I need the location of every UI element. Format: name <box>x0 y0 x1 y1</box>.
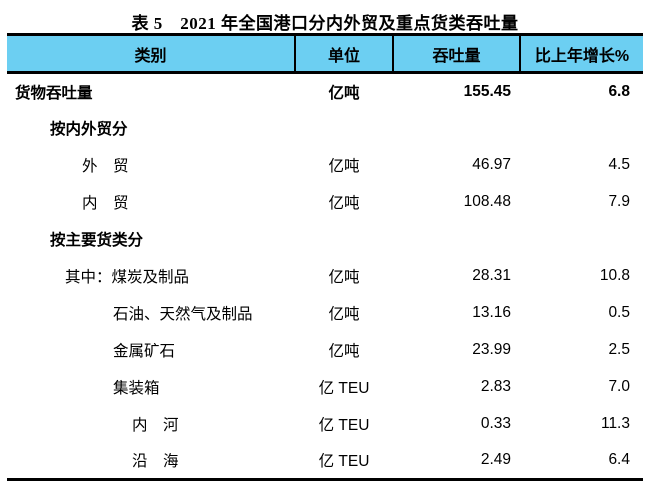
table-row: 沿 海亿 TEU 2.49 6.4 <box>7 442 643 480</box>
table-row: 石油、天然气及制品 亿吨 13.16 0.5 <box>7 294 643 332</box>
table-row: 按内外贸分 <box>7 109 643 147</box>
row-unit: 亿吨 <box>295 72 393 110</box>
table-row: 外 贸亿吨 46.97 4.5 <box>7 146 643 184</box>
row-unit: 亿吨 <box>295 331 393 369</box>
page-title: 表 5 2021 年全国港口分内外贸及重点货类吞吐量 <box>131 14 519 33</box>
row-label: 按主要货类分 <box>7 220 295 258</box>
row-growth: 7.9 <box>520 183 643 221</box>
row-growth <box>520 220 643 258</box>
row-growth: 2.5 <box>520 331 643 369</box>
row-throughput <box>393 220 520 258</box>
row-growth <box>520 109 643 147</box>
row-throughput: 155.45 <box>393 72 520 110</box>
table-row: 其中：煤炭及制品 亿吨 28.31 10.8 <box>7 257 643 295</box>
row-unit: 亿 TEU <box>295 405 393 443</box>
row-throughput: 13.16 <box>393 294 520 332</box>
row-label: 其中：煤炭及制品 <box>7 257 295 295</box>
row-label: 集装箱 <box>7 368 295 406</box>
row-growth: 6.8 <box>520 72 643 110</box>
row-label: 外 贸 <box>7 146 295 184</box>
row-label: 石油、天然气及制品 <box>7 294 295 332</box>
row-unit <box>295 109 393 147</box>
throughput-table: 类别 单位 吞吐量 比上年增长% 货物吞吐量 亿吨 155.45 6.8 按内外贸分外 … <box>7 33 643 481</box>
table-row: 货物吞吐量 亿吨 155.45 6.8 <box>7 72 643 110</box>
row-growth: 6.4 <box>520 442 643 480</box>
row-label: 沿 海 <box>7 442 295 480</box>
row-unit: 亿吨 <box>295 257 393 295</box>
column-header-category: 类别 <box>7 34 295 74</box>
row-label: 按内外贸分 <box>7 109 295 147</box>
row-unit <box>295 220 393 258</box>
row-throughput: 2.49 <box>393 442 520 480</box>
row-throughput: 46.97 <box>393 146 520 184</box>
row-unit: 亿 TEU <box>295 442 393 480</box>
column-header-growth: 比上年增长% <box>519 34 643 74</box>
column-header-throughput: 吞吐量 <box>392 34 520 74</box>
row-growth: 10.8 <box>520 257 643 295</box>
row-unit: 亿吨 <box>295 146 393 184</box>
row-growth: 0.5 <box>520 294 643 332</box>
column-header-unit: 单位 <box>294 34 393 74</box>
row-growth: 4.5 <box>520 146 643 184</box>
row-label: 内 贸 <box>7 183 295 221</box>
row-growth: 11.3 <box>520 405 643 443</box>
row-label: 内 河 <box>7 405 295 443</box>
table-header: 类别 单位 吞吐量 比上年增长% <box>7 34 643 74</box>
row-throughput: 2.83 <box>393 368 520 406</box>
row-unit: 亿吨 <box>295 294 393 332</box>
row-throughput: 28.31 <box>393 257 520 295</box>
row-throughput: 108.48 <box>393 183 520 221</box>
row-unit: 亿 TEU <box>295 368 393 406</box>
table-row: 内 贸亿吨 108.48 7.9 <box>7 183 643 221</box>
table-body: 货物吞吐量 亿吨 155.45 6.8 按内外贸分外 贸亿吨 46.97 4.5 内 贸亿吨 1… <box>7 72 643 480</box>
row-throughput: 0.33 <box>393 405 520 443</box>
table-row: 内 河亿 TEU 0.33 11.3 <box>7 405 643 443</box>
row-throughput: 23.99 <box>393 331 520 369</box>
row-label: 货物吞吐量 <box>7 72 295 110</box>
row-label: 金属矿石 <box>7 331 295 369</box>
row-throughput <box>393 109 520 147</box>
table-header-row: 类别 单位 吞吐量 比上年增长% <box>7 34 643 74</box>
row-unit: 亿吨 <box>295 183 393 221</box>
row-growth: 7.0 <box>520 368 643 406</box>
table-row: 金属矿石 亿吨 23.99 2.5 <box>7 331 643 369</box>
table-row: 按主要货类分 <box>7 220 643 258</box>
table-row: 集装箱亿 TEU 2.83 7.0 <box>7 368 643 406</box>
